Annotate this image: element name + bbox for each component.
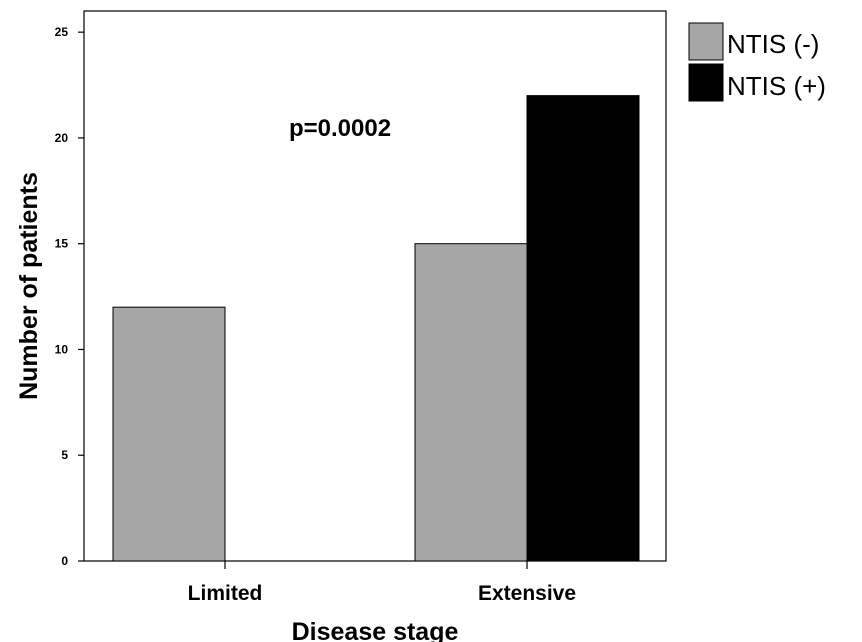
x-category-label-extensive: Extensive [478,582,576,605]
y-tick-label: 15 [55,237,69,251]
bar-extensive-series-0 [414,243,528,562]
y-tick-label: 5 [61,448,68,462]
plot-frame [83,10,667,562]
legend-swatch-ntis-pos [688,63,724,102]
y-tick-label: 0 [61,554,68,568]
y-tick-label: 20 [55,131,69,145]
legend-swatch-ntis-neg [688,22,724,61]
legend: NTIS (-) NTIS (+) [688,22,826,102]
p-value-annotation: p=0.0002 [289,115,391,142]
x-category-label-limited: Limited [188,582,263,605]
x-axis-title: Disease stage [292,618,459,642]
y-tick-label: 25 [55,25,69,39]
y-tick-label: 10 [55,342,69,356]
legend-label-ntis-pos: NTIS (+) [727,71,826,101]
bar-limited-series-0 [112,306,226,562]
bar-extensive-series-1 [526,95,640,562]
legend-label-ntis-neg: NTIS (-) [727,29,819,59]
y-axis-title: Number of patients [15,172,43,400]
x-axis: Limited Extensive [188,561,576,605]
bars [112,95,640,562]
y-axis: 0 5 10 15 20 25 [55,25,84,568]
